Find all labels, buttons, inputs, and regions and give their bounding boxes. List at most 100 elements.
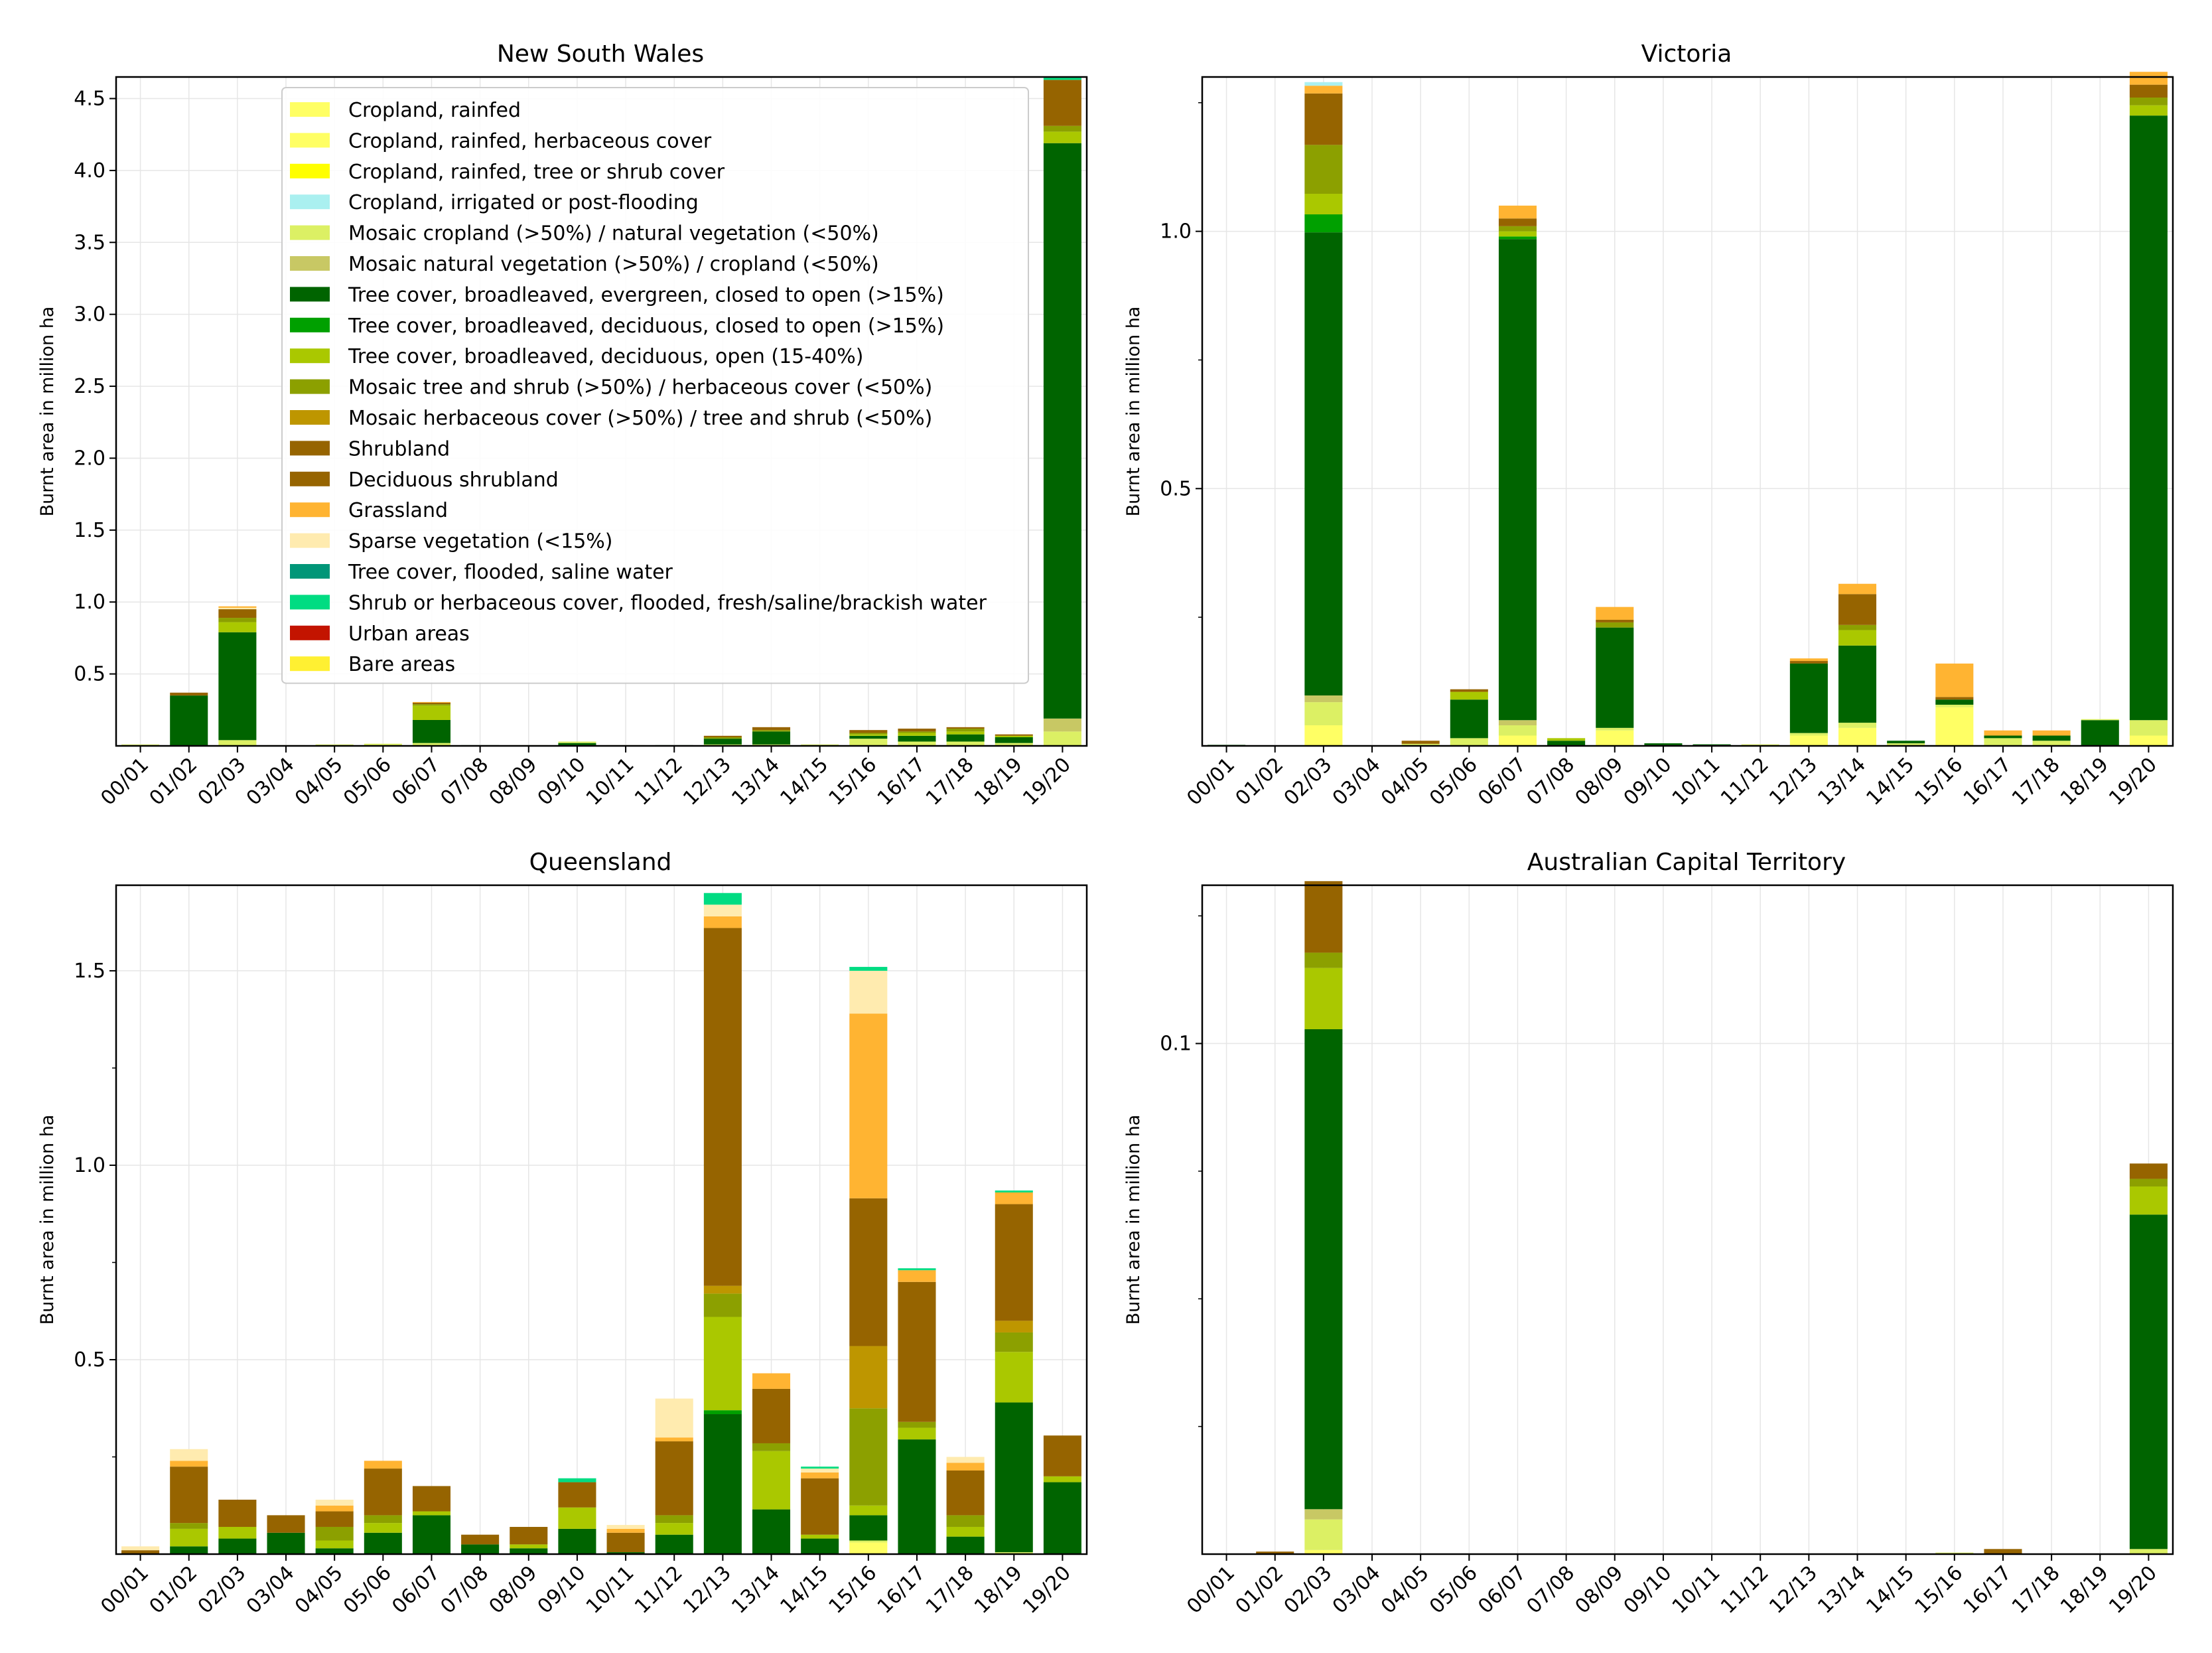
bar-segment-06-07 — [1498, 735, 1537, 746]
bar-segment-05-06 — [1450, 699, 1488, 739]
bar-segment-16-17 — [898, 1281, 936, 1422]
bar-segment-15-16 — [849, 733, 888, 735]
bar-segment-19-20 — [2129, 105, 2168, 116]
y-tick-label: 4.0 — [74, 159, 105, 182]
bar-segment-14-15 — [801, 1538, 839, 1554]
bar-segment-11-12 — [655, 1515, 693, 1524]
bar-segment-02-03 — [1304, 1509, 1343, 1520]
bar-segment-02-03 — [218, 740, 257, 746]
bar-segment-19-20 — [2129, 84, 2168, 98]
legend-swatch — [290, 564, 330, 579]
bar-segment-06-07 — [412, 701, 451, 703]
bar-segment-05-06 — [364, 1532, 402, 1554]
bar-segment-05-06 — [364, 1515, 402, 1524]
bar-segment-05-06 — [1450, 691, 1488, 700]
bar-segment-17-18 — [946, 1471, 985, 1516]
legend-label: Cropland, irrigated or post-flooding — [348, 191, 699, 214]
bar-segment-11-12 — [655, 1437, 693, 1442]
bar-segment-19-20 — [1043, 77, 1081, 80]
axes-frame — [115, 76, 1088, 747]
bar-segment-06-07 — [1498, 725, 1537, 736]
bar-segment-05-06 — [364, 1469, 402, 1516]
bar-segment-05-06 — [364, 1461, 402, 1469]
y-tick-label: 0.1 — [1160, 1033, 1192, 1056]
legend-swatch — [290, 256, 330, 271]
bar-segment-16-17 — [898, 1439, 936, 1554]
bar-segment-14-15 — [1887, 741, 1925, 744]
bar-segment-06-07 — [1498, 226, 1537, 232]
bar-segment-12-13 — [703, 893, 742, 905]
legend-label: Cropland, rainfed — [348, 99, 521, 122]
legend-label: Cropland, rainfed, herbaceous cover — [348, 129, 712, 153]
bar-segment-16-17 — [898, 1427, 936, 1440]
bar-segment-15-16 — [1935, 699, 1974, 705]
bar-segment-16-17 — [898, 1268, 936, 1271]
panel-title: Queensland — [529, 849, 672, 876]
bar-segment-17-18 — [946, 1463, 985, 1471]
bar-segment-16-17 — [898, 1421, 936, 1428]
bar-segment-16-17 — [1984, 730, 2022, 736]
bar-segment-19-20 — [1043, 80, 1081, 126]
bar-segment-02-03 — [1304, 695, 1343, 703]
bar-segment-10-11 — [606, 1532, 645, 1553]
bar-segment-17-18 — [2032, 735, 2071, 741]
bar-segment-02-03 — [218, 1538, 257, 1554]
bar-segment-12-13 — [703, 1317, 742, 1411]
bar-segment-13-14 — [1838, 594, 1877, 625]
bar-segment-14-15 — [801, 1467, 839, 1469]
bar-segment-12-13 — [703, 904, 742, 916]
bar-segment-02-03 — [1304, 82, 1343, 86]
bar-segment-12-13 — [1789, 661, 1828, 664]
bar-segment-10-11 — [606, 1528, 645, 1533]
legend-swatch — [290, 656, 330, 672]
bar-segment-13-14 — [1838, 583, 1877, 595]
bar-segment-02-03 — [218, 606, 257, 608]
bar-segment-12-13 — [1789, 733, 1828, 736]
bar-segment-01-02 — [170, 1467, 208, 1524]
bar-segment-06-07 — [412, 719, 451, 743]
bar-segment-02-03 — [218, 622, 257, 632]
bar-segment-07-08 — [1547, 738, 1586, 741]
legend-swatch — [290, 317, 330, 332]
bar-segment-01-02 — [170, 692, 208, 696]
bar-stacks — [121, 893, 1081, 1554]
bar-segment-02-03 — [1304, 214, 1343, 233]
bar-segment-06-07 — [412, 1486, 451, 1512]
legend-label: Tree cover, flooded, saline water — [348, 561, 673, 584]
legend-label: Tree cover, broadleaved, deciduous, clos… — [348, 315, 944, 338]
bar-segment-12-13 — [1789, 735, 1828, 746]
bar-segment-19-20 — [1043, 131, 1081, 143]
bar-segment-01-02 — [1256, 1551, 1294, 1554]
panel-title: Australian Capital Territory — [1527, 849, 1846, 876]
y-tick-label: 0.5 — [1160, 477, 1192, 500]
bar-segment-03-04 — [267, 1515, 305, 1533]
bar-segment-06-07 — [412, 1511, 451, 1516]
y-tick-label: 1.0 — [74, 591, 105, 614]
bar-segment-02-03 — [1304, 725, 1343, 746]
bar-segment-15-16 — [1935, 707, 1974, 746]
legend-swatch — [290, 163, 330, 179]
bar-segment-09-10 — [558, 1482, 596, 1508]
bar-segment-13-14 — [1838, 624, 1877, 630]
bar-segment-12-13 — [703, 928, 742, 1286]
legend-swatch — [290, 441, 330, 456]
bar-segment-08-09 — [1596, 727, 1634, 731]
y-tick-label: 1.0 — [74, 1154, 105, 1177]
bar-segment-09-10 — [558, 743, 596, 746]
legend-label: Deciduous shrubland — [348, 468, 559, 492]
y-tick-label: 1.5 — [74, 960, 105, 983]
bar-segment-02-03 — [218, 632, 257, 741]
bar-segment-19-20 — [2129, 1549, 2168, 1554]
bar-segment-08-09 — [1596, 730, 1634, 746]
bar-segment-02-03 — [1304, 1029, 1343, 1510]
bar-segment-08-09 — [1596, 627, 1634, 728]
bar-segment-18-19 — [995, 1552, 1033, 1554]
bar-segment-18-19 — [995, 1190, 1033, 1192]
y-axis-ticks: 0.5 1.0 — [1160, 102, 1202, 618]
bar-segment-17-18 — [946, 741, 985, 746]
bar-segment-19-20 — [2129, 1179, 2168, 1186]
bar-segment-13-14 — [1838, 630, 1877, 646]
bar-segment-04-05 — [315, 1499, 354, 1506]
bar-segment-17-18 — [946, 734, 985, 742]
